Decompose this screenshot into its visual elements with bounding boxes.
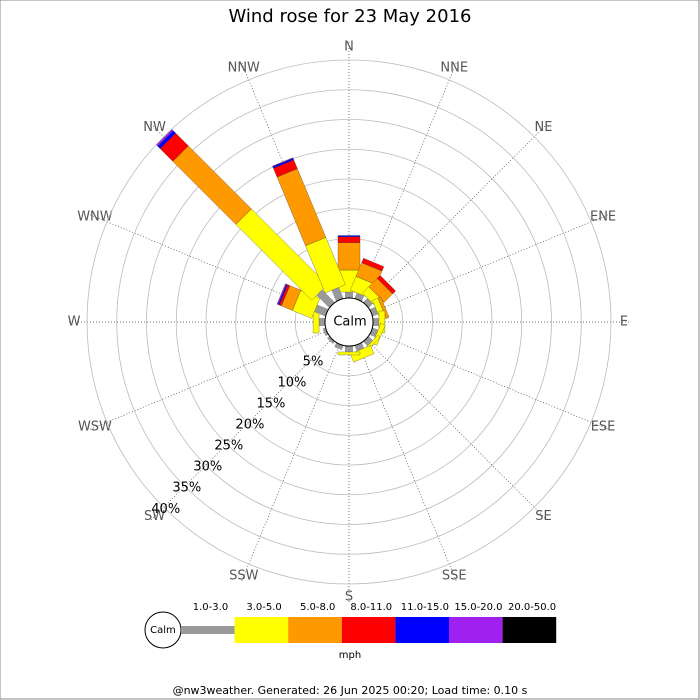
direction-label: WNW xyxy=(77,209,113,224)
spoke xyxy=(150,338,333,521)
direction-label: ENE xyxy=(590,209,616,224)
bar-segment xyxy=(337,235,361,237)
direction-label: NNE xyxy=(440,60,468,75)
chart-title: Wind rose for 23 May 2016 xyxy=(229,6,472,27)
bar-segment xyxy=(334,342,344,351)
legend-swatch xyxy=(181,626,235,634)
direction-label: NW xyxy=(143,120,166,135)
spoke xyxy=(357,344,457,582)
legend-swatch xyxy=(234,617,289,643)
legend-label: 15.0-20.0 xyxy=(454,602,502,613)
direction-label: SE xyxy=(535,509,551,524)
bar-segment xyxy=(322,327,329,337)
grid-ring xyxy=(86,59,612,585)
bar-segment xyxy=(312,310,320,334)
r-tick-label: 10% xyxy=(278,376,307,391)
bar-segment xyxy=(337,242,361,271)
bar-segment xyxy=(363,336,374,347)
legend-label: 8.0-11.0 xyxy=(350,602,392,613)
bar-segment xyxy=(316,289,335,308)
legend-swatch xyxy=(395,617,449,643)
bar-segment xyxy=(345,292,353,298)
spoke xyxy=(365,123,548,306)
direction-label: SW xyxy=(144,509,165,524)
bar-segment xyxy=(373,318,379,326)
spoke xyxy=(371,330,609,430)
bar-segment xyxy=(345,346,353,352)
r-tick-label: 15% xyxy=(256,397,285,412)
bar-segment xyxy=(314,304,329,317)
spoke xyxy=(89,330,327,430)
direction-label: E xyxy=(620,315,628,330)
calm-label: Calm xyxy=(333,315,366,330)
grid-ring xyxy=(235,208,463,436)
direction-label: SSW xyxy=(229,569,259,584)
legend-unit: mph xyxy=(339,650,361,661)
direction-label: NE xyxy=(534,120,552,135)
legend-swatch xyxy=(449,617,503,643)
direction-label: WSW xyxy=(78,420,112,435)
footer: @nw3weather. Generated: 26 Jun 2025 00:2… xyxy=(173,684,528,697)
grid-ring xyxy=(175,148,523,496)
bar-segment xyxy=(331,287,344,302)
legend-label: 3.0-5.0 xyxy=(246,602,281,613)
bar-segment xyxy=(363,297,374,308)
legend-label: 5.0-8.0 xyxy=(300,602,335,613)
direction-label: W xyxy=(68,315,81,330)
r-tick-label: 35% xyxy=(172,481,201,496)
r-tick-label: 20% xyxy=(235,418,264,433)
direction-label: NNW xyxy=(228,60,260,75)
spoke xyxy=(357,62,457,300)
legend-swatch xyxy=(341,617,396,643)
spoke xyxy=(371,214,609,314)
legend-label: 1.0-3.0 xyxy=(193,602,228,613)
r-tick-label: 5% xyxy=(303,355,324,370)
r-tick-label: 25% xyxy=(214,439,243,454)
calm-circle xyxy=(324,297,374,347)
legend-swatch xyxy=(288,617,342,643)
spoke xyxy=(365,338,548,521)
direction-label: ESE xyxy=(591,420,616,435)
r-tick-label: 30% xyxy=(193,460,222,475)
legend-calm-label: Calm xyxy=(150,625,176,636)
bar-segment xyxy=(319,318,325,326)
r-tick-label: 40% xyxy=(151,502,180,517)
grid-ring xyxy=(146,119,552,525)
spoke xyxy=(241,344,341,582)
direction-label: N xyxy=(344,40,354,55)
grid-ring xyxy=(205,178,493,466)
bar-segment xyxy=(327,336,335,344)
bar-segment xyxy=(337,351,361,356)
direction-label: S xyxy=(345,590,353,605)
direction-label: SSE xyxy=(442,569,467,584)
legend-label: 11.0-15.0 xyxy=(401,602,449,613)
grid-ring xyxy=(116,89,582,555)
legend-label: 20.0-50.0 xyxy=(508,602,556,613)
legend-swatch xyxy=(502,617,557,643)
bar-segment xyxy=(337,236,361,243)
